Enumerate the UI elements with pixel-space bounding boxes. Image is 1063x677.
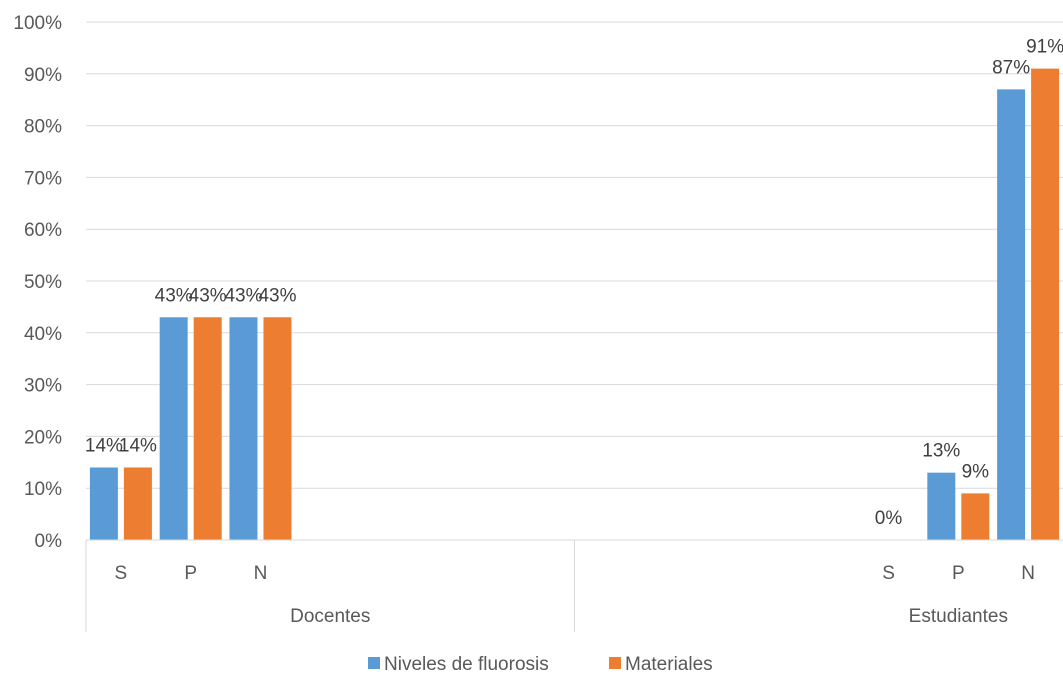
bar-materiales	[123, 467, 152, 540]
y-tick-label: 20%	[24, 427, 62, 448]
data-label: 91%	[1026, 37, 1063, 58]
legend-swatch	[609, 657, 621, 669]
bar-niveles	[927, 472, 956, 540]
bar-niveles	[997, 89, 1026, 540]
y-tick-label: 0%	[35, 531, 63, 552]
x-category-label: N	[254, 563, 268, 584]
y-tick-label: 60%	[24, 220, 62, 241]
y-axis-ticks: 0% 10% 20% 30% 40% 50% 60% 70% 80% 90% 100%	[13, 13, 62, 552]
x-axis: S P N Docentes S P N Estudiantes	[85, 539, 1063, 632]
y-tick-label: 80%	[24, 117, 62, 138]
bars	[89, 68, 1060, 541]
x-group-label: Estudiantes	[909, 606, 1008, 627]
y-tick-label: 10%	[24, 479, 62, 500]
data-label: 87%	[992, 57, 1030, 78]
bar-materiales	[1031, 68, 1060, 541]
legend-label: Niveles de fluorosis	[384, 654, 549, 675]
x-category-label: S	[115, 563, 128, 584]
bar-niveles	[159, 317, 188, 540]
data-label: 13%	[922, 441, 960, 462]
data-label: 43%	[155, 285, 193, 306]
y-tick-label: 70%	[24, 168, 62, 189]
bar-materiales	[263, 317, 292, 540]
x-category-label: P	[184, 563, 197, 584]
x-group-label: Docentes	[290, 606, 370, 627]
y-tick-label: 50%	[24, 272, 62, 293]
data-label: 14%	[119, 435, 157, 456]
bar-niveles	[229, 317, 258, 540]
x-category-label: P	[952, 563, 965, 584]
legend-swatch	[368, 657, 380, 669]
data-labels: 14%43% 43%0%13%87%14%43% 43%9%91%	[85, 37, 1063, 529]
bar-materiales	[193, 317, 222, 540]
data-label: 14%	[85, 435, 123, 456]
data-label: 0%	[875, 508, 903, 529]
bar-niveles	[89, 467, 118, 540]
bar-materiales	[961, 493, 990, 540]
legend: Niveles de fluorosis Materiales	[368, 654, 713, 675]
x-category-label: S	[882, 563, 895, 584]
x-category-label: N	[1021, 563, 1035, 584]
data-label: 43%	[189, 285, 227, 306]
data-label: 43%	[258, 285, 296, 306]
data-label: 43%	[224, 285, 262, 306]
y-tick-label: 40%	[24, 324, 62, 345]
legend-label: Materiales	[625, 654, 713, 675]
data-label: 9%	[962, 461, 990, 482]
y-tick-label: 30%	[24, 376, 62, 397]
y-tick-label: 90%	[24, 65, 62, 86]
y-tick-label: 100%	[13, 13, 62, 34]
